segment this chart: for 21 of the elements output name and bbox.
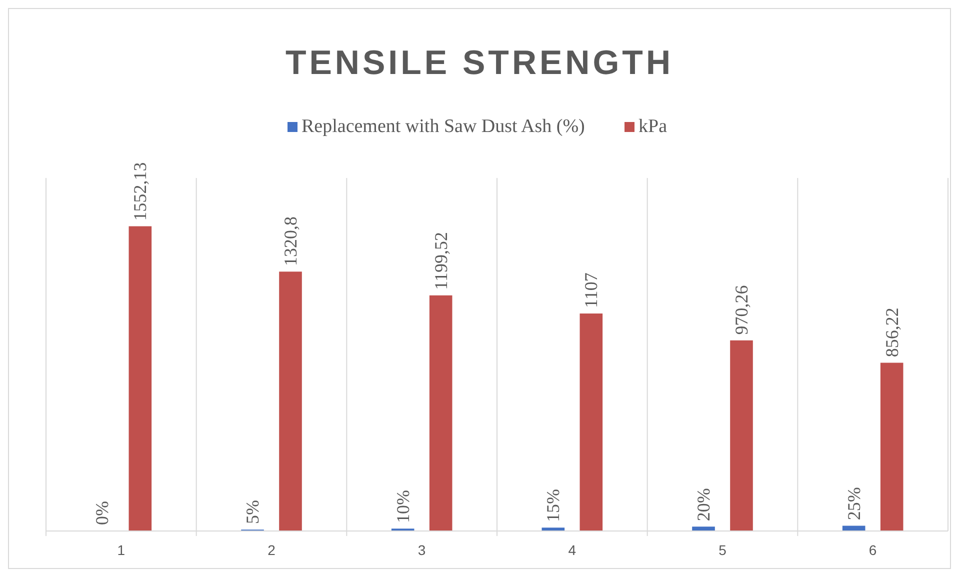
x-tick-label: 3 — [418, 542, 426, 558]
data-label: 1320,8 — [280, 216, 300, 266]
data-label: 20% — [694, 488, 714, 522]
data-label: 1107 — [581, 272, 602, 308]
data-label: 25% — [844, 487, 864, 520]
data-label: 0% — [92, 501, 112, 525]
legend-label: Replacement with Saw Dust Ash (%) — [302, 116, 585, 137]
data-label: 10% — [392, 490, 413, 524]
x-tick-label: 5 — [718, 542, 727, 558]
data-label: 15% — [543, 489, 564, 522]
x-tick-label: 6 — [868, 542, 877, 558]
data-label: 1552,13 — [130, 162, 150, 221]
data-label: 856,22 — [882, 308, 902, 358]
x-tick-label: 1 — [117, 542, 126, 558]
data-label: 970,26 — [732, 285, 752, 335]
chart-title: TENSILE STRENGTH — [285, 44, 674, 82]
x-tick-label: 4 — [568, 542, 576, 558]
x-tick-label: 2 — [268, 542, 276, 558]
legend-label: kPa — [638, 116, 668, 137]
data-label: 5% — [242, 500, 262, 524]
data-label: 1199,52 — [430, 232, 451, 290]
